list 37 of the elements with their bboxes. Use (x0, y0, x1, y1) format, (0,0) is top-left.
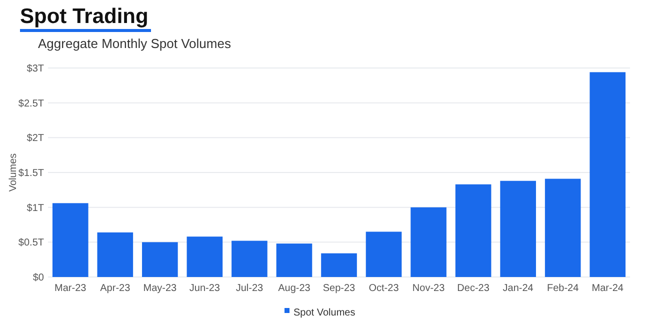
x-tick-label: Mar-23 (54, 283, 87, 294)
bar (142, 242, 178, 277)
x-tick-label: Feb-24 (547, 283, 580, 294)
bar (366, 232, 402, 277)
y-tick-label: $1T (26, 202, 44, 214)
bar (500, 180, 536, 277)
x-tick-label: Apr-23 (100, 283, 131, 294)
bar (97, 232, 134, 277)
x-tick-label: Nov-23 (412, 283, 446, 294)
y-tick-label: $1.5T (18, 168, 44, 179)
x-tick-label: May-23 (143, 283, 178, 294)
y-tick-label: $2.5T (18, 98, 44, 110)
x-tick-label: Mar-24 (592, 283, 624, 294)
bar (590, 72, 626, 277)
bar (276, 244, 312, 277)
x-tick-label: Jan-24 (502, 283, 534, 294)
bar (544, 178, 581, 277)
chart-subtitle: Aggregate Monthly Spot Volumes (38, 36, 232, 51)
legend-label: Spot Volumes (294, 308, 356, 318)
bar (321, 253, 357, 277)
bar (52, 203, 88, 277)
x-tick-label: Dec-23 (457, 283, 490, 294)
y-tick-label: $0 (32, 272, 44, 284)
x-tick-label: Aug-23 (278, 283, 311, 294)
x-tick-label: Sep-23 (322, 283, 356, 294)
bar (455, 184, 492, 277)
bar (410, 207, 446, 277)
bar (186, 236, 223, 277)
y-tick-label: $2T (26, 133, 44, 144)
x-tick-label: Jun-23 (189, 283, 220, 294)
y-tick-label: $3T (26, 64, 44, 74)
chart-title: Spot Trading (20, 5, 148, 28)
x-tick-label: Oct-23 (368, 283, 400, 294)
y-tick-label: $0.5T (18, 238, 44, 249)
x-tick-label: Jul-23 (236, 283, 264, 294)
y-axis-title: Volumes (8, 153, 19, 192)
bar (232, 240, 268, 277)
